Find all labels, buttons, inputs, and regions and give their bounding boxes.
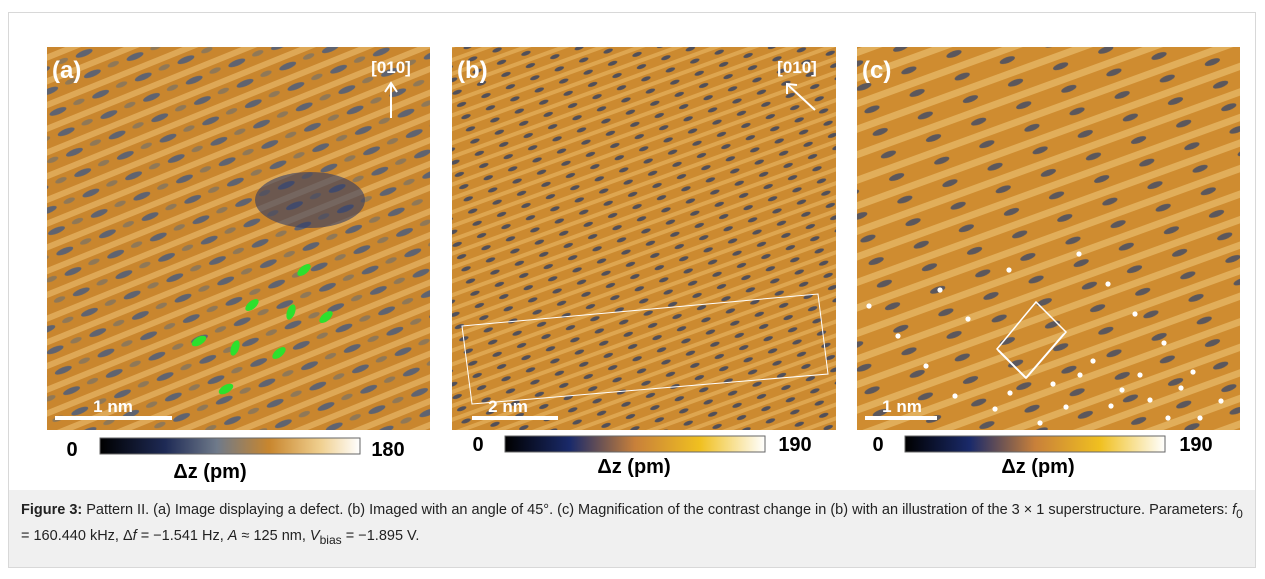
caption-text: = −1.895 V. <box>341 527 420 544</box>
lattice-dot <box>1037 420 1043 426</box>
cbar-max: 180 <box>371 439 404 461</box>
lattice-dot <box>1147 397 1153 403</box>
arrow <box>787 84 816 111</box>
cbar-label: Δz (pm) <box>597 456 670 478</box>
figure: (a) [010] 1 nm 0 180 Δz (pm) (b) [010] 2… <box>47 47 1240 483</box>
panel-label: (a) <box>52 57 81 84</box>
caption-label: Figure 3: <box>21 502 83 518</box>
lattice-dots <box>866 251 1224 426</box>
lattice-dot <box>1077 372 1083 378</box>
caption-text: ≈ 125 nm, <box>237 527 310 544</box>
lattice-dot <box>923 363 929 369</box>
cbar-max: 190 <box>1179 434 1212 456</box>
decoration <box>272 347 286 359</box>
decoration <box>286 304 296 320</box>
lattice-dot <box>1090 358 1096 364</box>
caption-text: 0 <box>1236 506 1243 521</box>
cbar-label: Δz (pm) <box>173 461 246 483</box>
caption-text: = −1.541 Hz, <box>136 527 228 544</box>
stm-image <box>452 47 836 430</box>
lattice-dot <box>1132 311 1138 317</box>
cbar-min: 0 <box>66 439 77 461</box>
defect <box>255 172 365 228</box>
lattice-dot <box>965 316 971 322</box>
lattice-dot <box>1218 398 1224 404</box>
decoration <box>319 311 333 323</box>
arrow-head <box>384 81 398 93</box>
colorbar <box>99 437 361 455</box>
caption-text: bias <box>319 532 342 547</box>
lattice-dot <box>1108 403 1114 409</box>
lattice-dot <box>866 303 872 309</box>
direction: [010] <box>371 58 411 77</box>
lattice-dot <box>952 393 958 399</box>
caption-text: f <box>1232 502 1237 518</box>
arrow <box>1025 333 1065 379</box>
lattice-dot <box>1161 340 1167 346</box>
decoration <box>191 335 207 347</box>
arrow-head <box>786 82 798 94</box>
caption-text: = 160.440 kHz, Δ <box>21 527 133 544</box>
lattice-dot <box>1119 387 1125 393</box>
region-box <box>461 293 829 405</box>
colorbar <box>504 435 766 453</box>
caption-text: V <box>309 527 320 544</box>
lattice-dot <box>1137 372 1143 378</box>
lattice-dot <box>1105 281 1111 287</box>
decoration <box>218 383 234 395</box>
decoration <box>297 264 311 276</box>
scale-label: 1 nm <box>93 397 133 416</box>
cbar-min: 0 <box>472 434 483 456</box>
lattice-dot <box>1063 404 1069 410</box>
scale-label: 2 nm <box>488 397 528 416</box>
lattice-dot <box>1178 385 1184 391</box>
lattice-dot <box>895 333 901 339</box>
lattice-dot <box>1007 390 1013 396</box>
panel-label: (c) <box>862 57 891 84</box>
stm-image <box>857 47 1240 430</box>
cbar-min: 0 <box>872 434 883 456</box>
arrow <box>997 349 1027 379</box>
lattice-dot <box>1050 381 1056 387</box>
lattice-dot <box>1006 267 1012 273</box>
caption-text: f <box>132 527 137 544</box>
lattice-dot <box>1076 251 1082 257</box>
direction: [010] <box>777 58 817 77</box>
figure-frame <box>8 12 1256 568</box>
caption: Figure 3: Pattern II. (a) Image displayi… <box>9 490 1255 567</box>
caption-text: A <box>227 527 238 544</box>
colorbar <box>904 435 1166 453</box>
lattice-dot <box>1190 369 1196 375</box>
markers <box>191 264 333 395</box>
lattice-dot <box>1197 415 1203 421</box>
decoration <box>230 340 240 356</box>
lattice-dot <box>937 287 943 293</box>
lattice-dot <box>992 406 998 412</box>
panel-label: (b) <box>457 57 488 84</box>
caption-text: Pattern II. (a) Image displaying a defec… <box>82 502 1233 518</box>
cbar-label: Δz (pm) <box>1001 456 1074 478</box>
lattice-dot <box>1165 415 1171 421</box>
scale-label: 1 nm <box>882 397 922 416</box>
decoration <box>245 299 259 311</box>
stm-image <box>47 47 430 430</box>
cbar-max: 190 <box>778 434 811 456</box>
